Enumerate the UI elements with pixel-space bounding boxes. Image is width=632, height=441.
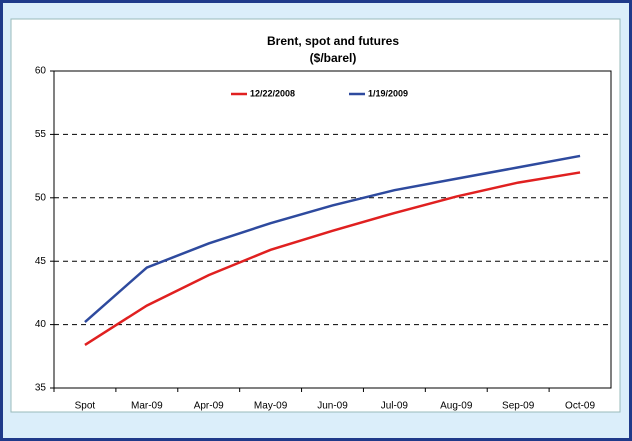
x-tick-label: Apr-09: [194, 401, 224, 412]
x-tick-label: Aug-09: [440, 401, 473, 412]
y-tick-label: 45: [35, 256, 47, 267]
y-tick-label: 35: [35, 383, 47, 394]
legend-label: 12/22/2008: [250, 88, 295, 98]
y-tick-label: 55: [35, 129, 47, 140]
legend-label: 1/19/2009: [368, 88, 408, 98]
chart: Brent, spot and futures ($/barel) 35 40 45…: [10, 18, 621, 413]
y-tick-label: 60: [35, 66, 47, 77]
series-line: [84, 154, 581, 324]
x-tick-label: Mar-09: [131, 401, 163, 412]
plot-area: [53, 70, 612, 389]
x-tick-label: Spot: [75, 401, 96, 412]
x-tick-label: Jul-09: [381, 401, 409, 412]
x-tick-label: Jun-09: [317, 401, 348, 412]
series-line: [84, 171, 581, 346]
x-tick-label: Sep-09: [502, 401, 535, 412]
y-tick-label: 40: [35, 319, 47, 330]
y-tick-label: 50: [35, 192, 47, 203]
x-tick-label: Oct-09: [565, 401, 595, 412]
x-tick-label: May-09: [254, 401, 288, 412]
chart-area: [10, 18, 621, 413]
chart-subtitle: ($/barel): [310, 51, 357, 65]
chart-title: Brent, spot and futures: [267, 34, 399, 48]
